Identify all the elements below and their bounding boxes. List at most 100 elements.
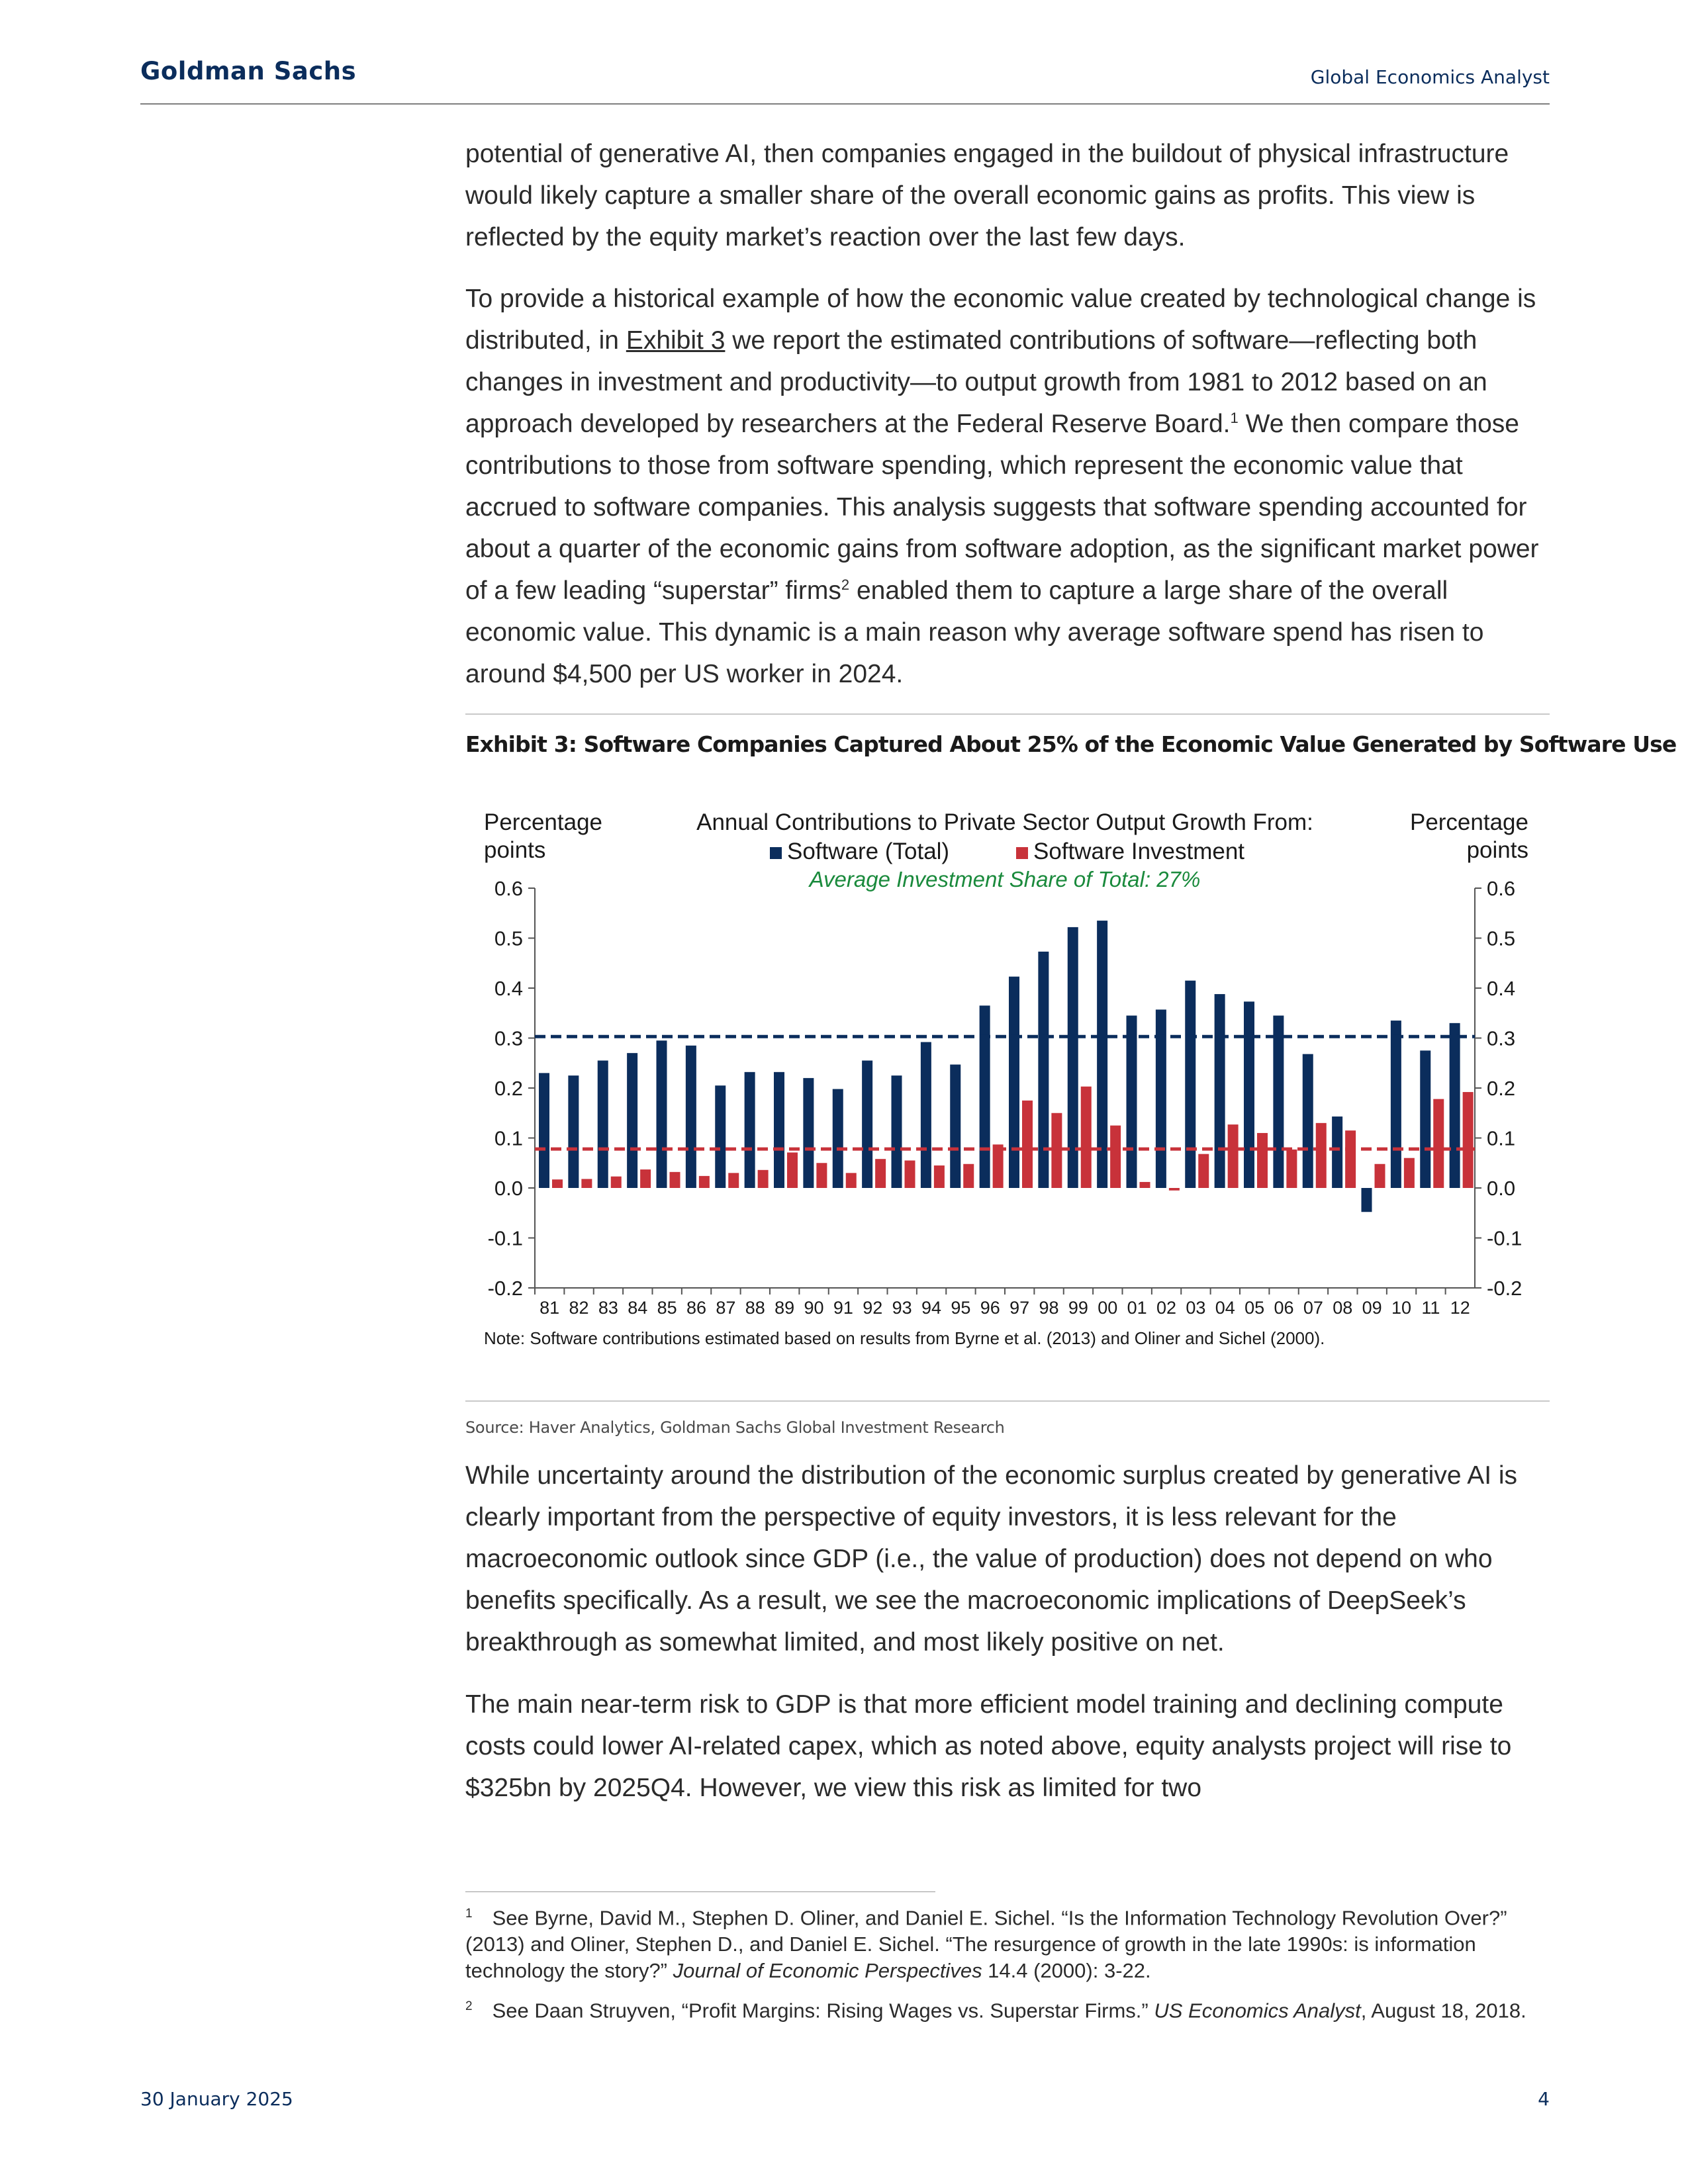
bar-software-total <box>950 1064 961 1188</box>
bar-software-investment <box>757 1169 769 1188</box>
bar-software-total <box>1126 1015 1137 1188</box>
paragraph-4: The main near-term risk to GDP is that m… <box>465 1684 1558 1809</box>
y-axis-title-left-line1: Percentage <box>484 809 602 835</box>
x-tick-label: 96 <box>980 1298 1000 1318</box>
bar-software-investment <box>816 1163 827 1188</box>
bar-software-total <box>715 1085 726 1188</box>
bar-software-total <box>1302 1054 1313 1188</box>
bar-software-investment <box>1227 1124 1239 1188</box>
y-tick-label-left: -0.1 <box>488 1227 523 1250</box>
bar-software-investment <box>581 1179 592 1188</box>
footnote-2-number: 2 <box>465 1999 473 2014</box>
x-tick-label: 90 <box>804 1298 824 1318</box>
paragraph-1: potential of generative AI, then compani… <box>465 133 1558 258</box>
bar-software-investment <box>1198 1154 1209 1188</box>
x-tick-label: 01 <box>1127 1298 1147 1318</box>
legend-swatch-software-total <box>770 847 782 859</box>
y-tick-label-left: 0.3 <box>494 1027 523 1050</box>
x-tick-label: 06 <box>1274 1298 1294 1318</box>
software-contributions-chart: 0.6 0.6 0.5 0.5 0.4 0.4 0.3 0.3 0.2 0.2 0.1 0.1 0.0 0… <box>484 809 1528 1348</box>
x-tick-label: 09 <box>1362 1298 1382 1318</box>
y-tick-label-right: -0.1 <box>1487 1227 1522 1250</box>
exhibit-3-link[interactable]: Exhibit 3 <box>626 326 726 355</box>
y-tick-label-right: 0.1 <box>1487 1127 1515 1150</box>
bar-software-total <box>774 1071 784 1188</box>
bar-software-total <box>1449 1023 1460 1188</box>
x-tick-label: 94 <box>921 1298 941 1318</box>
bar-software-investment <box>698 1175 710 1188</box>
legend-label-software-investment: Software Investment <box>1033 839 1244 864</box>
bar-software-total <box>891 1075 902 1188</box>
chart-annotation: Average Investment Share of Total: 27% <box>808 867 1201 891</box>
bar-software-total <box>1420 1050 1431 1188</box>
y-axis-title-right-line2: points <box>1467 837 1528 863</box>
footnote-2-text1: See Daan Struyven, “Profit Margins: Risi… <box>492 1999 1154 2023</box>
bar-software-investment <box>1403 1158 1415 1188</box>
chart-title: Annual Contributions to Private Sector O… <box>696 809 1313 835</box>
bar-software-total <box>597 1060 608 1188</box>
bar-software-total <box>1155 1009 1166 1188</box>
header-divider <box>140 103 1550 105</box>
footnote-2-publication: US Economics Analyst <box>1154 1999 1361 2023</box>
footnote-1-text2: 14.4 (2000): 3-22. <box>982 1959 1151 1983</box>
bar-software-investment <box>787 1152 798 1188</box>
page-number: 4 <box>1538 2088 1550 2110</box>
x-tick-label: 02 <box>1156 1298 1176 1318</box>
publication-title: Global Economics Analyst <box>1310 66 1550 88</box>
x-tick-label: 10 <box>1391 1298 1411 1318</box>
y-tick-label-left: 0.0 <box>494 1177 523 1200</box>
bar-software-total <box>1244 1001 1254 1188</box>
bar-software-investment <box>552 1179 563 1188</box>
y-tick-label-left: -0.2 <box>488 1277 523 1300</box>
x-tick-label: 91 <box>833 1298 853 1318</box>
y-tick-label-right: -0.2 <box>1487 1277 1522 1300</box>
x-tick-label: 97 <box>1009 1298 1029 1318</box>
x-tick-label: 95 <box>951 1298 970 1318</box>
footnote-1-number: 1 <box>465 1907 473 1921</box>
x-tick-label: 82 <box>569 1298 589 1318</box>
bar-software-total <box>1067 927 1078 1188</box>
y-tick-label-right: 0.4 <box>1487 977 1515 1000</box>
bar-software-investment <box>728 1173 739 1188</box>
bar-software-investment <box>933 1165 945 1188</box>
y-tick-label-left: 0.2 <box>494 1077 523 1100</box>
paragraph-2-part3: We then compare those contributions to t… <box>465 410 1539 605</box>
bar-software-investment <box>1139 1181 1150 1188</box>
bar-software-total <box>1273 1015 1284 1188</box>
paragraph-2: To provide a historical example of how t… <box>465 278 1558 695</box>
bar-software-total <box>1390 1021 1401 1188</box>
bar-software-investment <box>1168 1188 1180 1191</box>
x-tick-label: 08 <box>1333 1298 1352 1318</box>
y-axis-title-left-line2: points <box>484 837 545 863</box>
x-tick-label: 83 <box>598 1298 618 1318</box>
x-tick-label: 99 <box>1068 1298 1088 1318</box>
footnote-ref-2[interactable]: 2 <box>841 576 850 593</box>
x-tick-label: 11 <box>1421 1298 1440 1318</box>
bar-software-investment <box>1022 1100 1033 1188</box>
y-tick-label-left: 0.4 <box>494 977 523 1000</box>
bar-software-investment <box>992 1144 1004 1188</box>
x-tick-label: 87 <box>716 1298 735 1318</box>
paragraph-2-part1: To provide a historical example of how t… <box>465 285 1536 355</box>
bar-software-investment <box>1345 1130 1356 1188</box>
y-tick-label-left: 0.1 <box>494 1127 523 1150</box>
bar-software-total <box>1214 994 1225 1188</box>
bar-software-investment <box>1433 1099 1444 1188</box>
bar-software-investment <box>610 1176 622 1188</box>
bar-software-investment <box>1051 1113 1062 1188</box>
y-tick-label-left: 0.6 <box>494 877 523 900</box>
exhibit-top-divider <box>465 713 1550 715</box>
paragraph-4-text: The main near-term risk to GDP is that m… <box>465 1690 1512 1802</box>
bar-software-total <box>1009 976 1019 1188</box>
exhibit-title: Exhibit 3: Software Companies Captured A… <box>465 731 1677 757</box>
bar-software-total <box>539 1073 549 1188</box>
bar-software-investment <box>845 1173 857 1188</box>
bar-software-total <box>920 1042 931 1188</box>
bar-software-total <box>803 1077 814 1188</box>
footnotes: 1 See Byrne, David M., Stephen D. Oliner,… <box>465 1901 1551 2034</box>
paragraph-3: While uncertainty around the distributio… <box>465 1455 1558 1663</box>
legend-label-software-total: Software (Total) <box>787 839 949 864</box>
footnote-ref-1[interactable]: 1 <box>1230 410 1239 426</box>
bar-software-investment <box>1110 1125 1121 1188</box>
y-tick-label-left: 0.5 <box>494 927 523 950</box>
